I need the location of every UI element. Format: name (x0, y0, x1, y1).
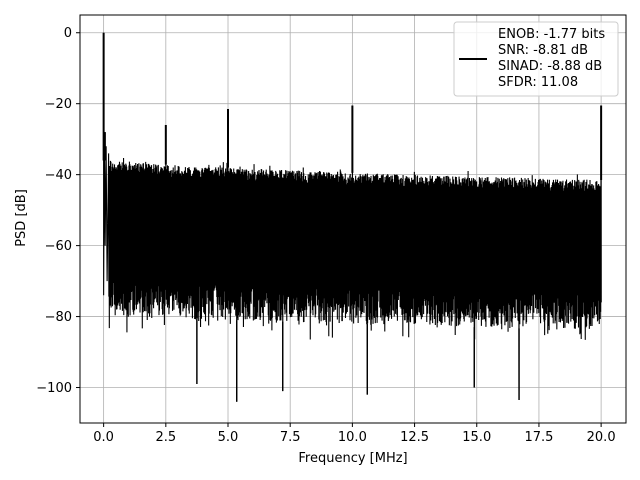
x-tick-label: 0.0 (93, 430, 114, 445)
legend-box (453, 21, 619, 97)
y-tick-label: −100 (36, 381, 72, 396)
legend-sfdr: SFDR: 11.08 (498, 75, 578, 90)
x-tick-label: 20.0 (587, 430, 616, 445)
y-tick-label: −40 (45, 168, 72, 183)
x-tick-label: 2.5 (155, 430, 176, 445)
legend-snr: SNR: -8.81 dB (498, 43, 588, 58)
legend-enob: ENOB: -1.77 bits (498, 27, 605, 42)
x-tick-label: 10.0 (338, 430, 367, 445)
y-tick-label: 0 (64, 26, 72, 41)
x-tick-label: 5.0 (218, 430, 239, 445)
psd-trace (103, 32, 602, 402)
y-tick-label: −80 (45, 310, 72, 325)
x-tick-label: 12.5 (400, 430, 429, 445)
legend: ENOB: -1.77 bits SNR: -8.81 dB SINAD: -8… (453, 21, 619, 97)
x-tick-label: 15.0 (462, 430, 491, 445)
y-axis-label: PSD [dB] (14, 189, 29, 247)
y-tick-label: −20 (45, 97, 72, 112)
psd-series (102, 32, 603, 402)
x-axis: 0.0 2.5 5.0 7.5 10.0 12.5 15.0 17.5 20.0 (93, 423, 616, 445)
y-tick-label: −60 (45, 239, 72, 254)
legend-sinad: SINAD: -8.88 dB (498, 59, 602, 74)
y-axis: 0 −20 −40 −60 −80 −100 (36, 26, 80, 396)
x-tick-label: 7.5 (280, 430, 301, 445)
plot-frame (79, 14, 627, 424)
x-axis-label: Frequency [MHz] (298, 451, 407, 466)
x-tick-label: 17.5 (524, 430, 553, 445)
